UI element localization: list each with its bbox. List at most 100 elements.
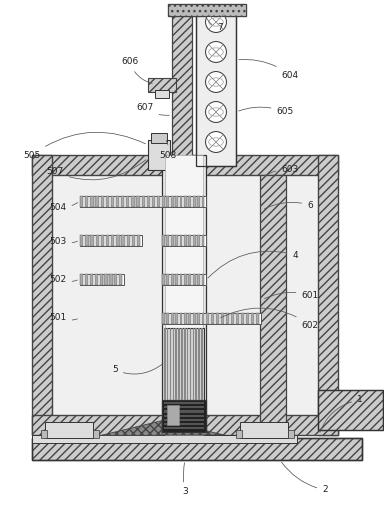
Bar — [241, 313, 244, 324]
Bar — [251, 313, 254, 324]
Bar — [41, 430, 47, 438]
Bar — [184, 313, 187, 324]
Bar — [166, 235, 169, 246]
Bar — [116, 196, 119, 207]
Bar — [32, 415, 338, 435]
Text: 603: 603 — [264, 166, 299, 176]
Bar — [52, 175, 318, 415]
Bar — [184, 328, 185, 400]
Bar — [197, 235, 200, 246]
Bar — [32, 155, 52, 435]
Bar — [157, 196, 160, 207]
Bar — [95, 196, 99, 207]
Bar — [190, 328, 191, 400]
Bar — [132, 235, 135, 246]
Bar — [90, 274, 93, 285]
Bar — [189, 235, 191, 246]
Text: 606: 606 — [121, 57, 152, 84]
Text: 504: 504 — [50, 203, 78, 211]
Bar — [202, 313, 204, 324]
Bar — [162, 313, 206, 324]
Bar — [175, 274, 178, 285]
Bar — [318, 390, 383, 430]
Bar — [90, 235, 94, 246]
Bar — [121, 235, 125, 246]
Bar — [164, 427, 204, 429]
Bar — [99, 274, 103, 285]
Bar — [152, 196, 155, 207]
Bar — [201, 328, 203, 400]
Bar — [221, 313, 224, 324]
Bar — [172, 328, 174, 400]
Bar — [187, 328, 189, 400]
Circle shape — [205, 131, 227, 152]
Text: 508: 508 — [159, 141, 177, 160]
Text: 3: 3 — [182, 463, 188, 497]
Bar — [106, 235, 109, 246]
Bar — [162, 155, 206, 435]
Bar — [164, 423, 204, 425]
Bar — [171, 235, 174, 246]
Bar — [164, 410, 204, 412]
Text: 607: 607 — [136, 104, 169, 115]
Bar — [162, 274, 165, 285]
Bar — [211, 313, 214, 324]
Bar — [155, 90, 169, 98]
Bar — [260, 175, 286, 435]
Bar — [193, 274, 196, 285]
Text: 6: 6 — [265, 201, 313, 209]
Bar — [162, 196, 206, 207]
Bar — [136, 196, 140, 207]
Text: 7: 7 — [206, 16, 223, 32]
Bar — [32, 438, 362, 460]
Circle shape — [205, 102, 227, 123]
Bar — [93, 430, 99, 438]
Bar — [193, 235, 196, 246]
Bar — [189, 313, 191, 324]
Bar — [318, 155, 338, 435]
Bar — [126, 196, 129, 207]
Bar — [80, 235, 142, 246]
Bar — [167, 405, 179, 425]
Bar — [165, 155, 203, 435]
Bar — [111, 235, 114, 246]
Bar — [180, 235, 182, 246]
Bar — [206, 313, 261, 324]
Text: 1: 1 — [320, 396, 363, 432]
Text: 503: 503 — [50, 238, 78, 247]
Bar — [202, 196, 204, 207]
Bar — [80, 196, 162, 207]
Bar — [45, 422, 93, 438]
Bar — [216, 313, 219, 324]
Bar — [198, 328, 200, 400]
Bar — [226, 313, 229, 324]
Bar — [90, 196, 94, 207]
Bar — [80, 196, 83, 207]
Bar — [141, 196, 145, 207]
Bar — [189, 196, 191, 207]
Bar — [180, 274, 182, 285]
Bar — [170, 328, 171, 400]
Bar — [202, 274, 204, 285]
Circle shape — [205, 42, 227, 63]
Bar — [96, 235, 99, 246]
Bar — [85, 235, 89, 246]
Text: 604: 604 — [239, 60, 299, 80]
Text: 502: 502 — [50, 275, 78, 285]
Bar — [111, 196, 114, 207]
Bar — [184, 274, 187, 285]
Bar — [137, 235, 140, 246]
Bar — [202, 235, 204, 246]
Circle shape — [205, 71, 227, 92]
Bar — [166, 274, 169, 285]
Bar — [197, 313, 200, 324]
Bar — [162, 400, 206, 432]
Bar — [197, 196, 200, 207]
Bar — [164, 415, 204, 417]
Text: 5: 5 — [112, 364, 163, 374]
Bar — [196, 8, 236, 166]
Bar — [85, 274, 88, 285]
Bar — [168, 4, 246, 16]
Bar — [148, 140, 170, 170]
Bar — [175, 328, 177, 400]
